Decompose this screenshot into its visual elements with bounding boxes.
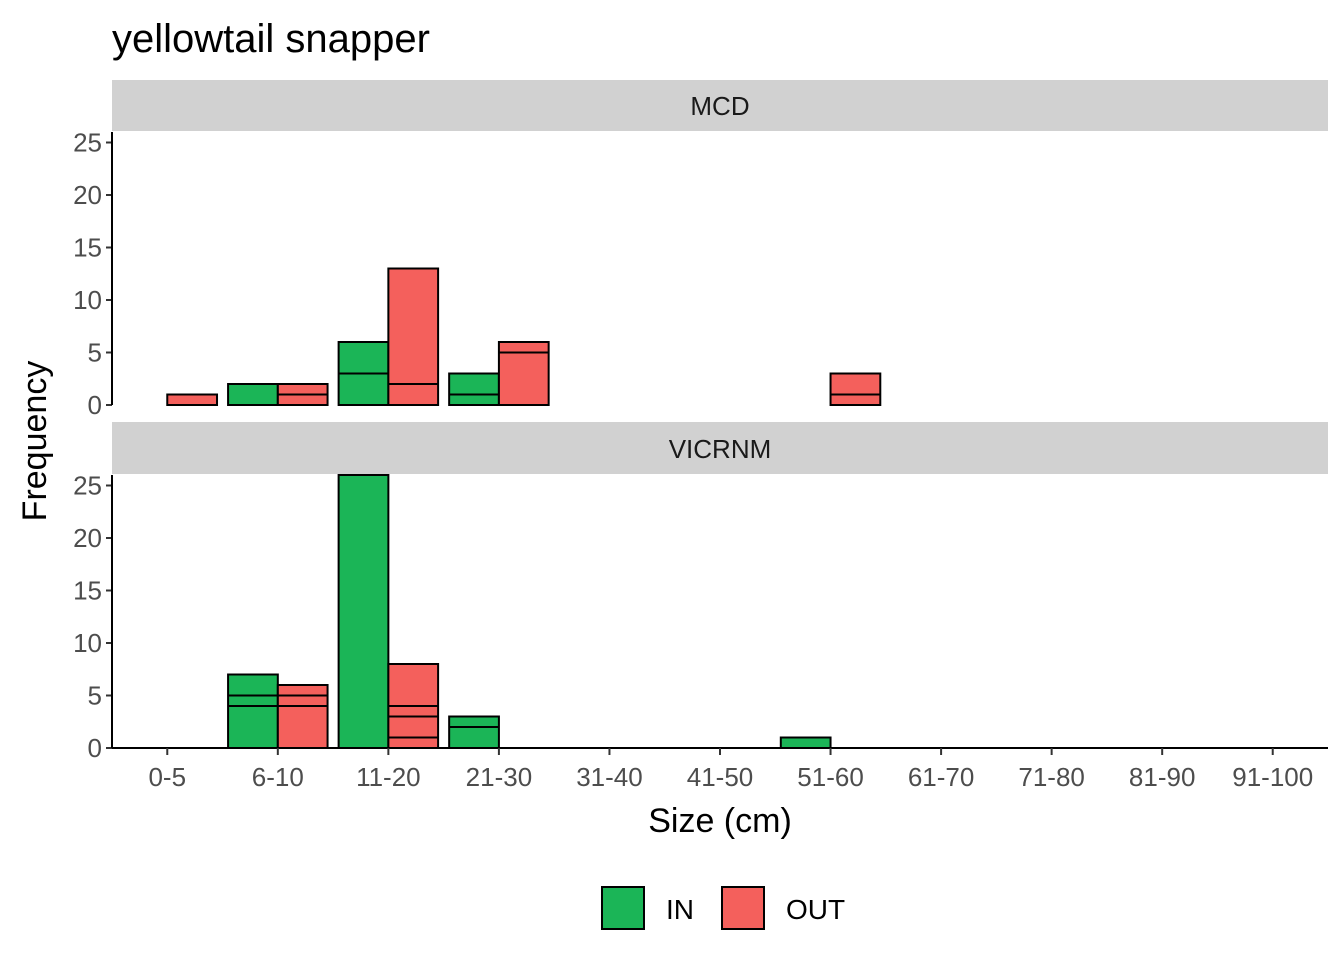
- facet-panel-mcd: MCD 0 5 10 15 20 25: [73, 80, 1328, 420]
- x-tick-label: 41-50: [687, 762, 754, 792]
- facet-strip-label: VICRNM: [669, 434, 772, 464]
- y-tick-label: 10: [73, 628, 102, 658]
- y-tick-label: 25: [73, 471, 102, 501]
- bars-group: [227, 474, 832, 749]
- x-tick-label: 6-10: [252, 762, 304, 792]
- facet-strip-background: [112, 422, 1328, 474]
- x-tick-label: 81-90: [1129, 762, 1196, 792]
- x-tick-label: 31-40: [576, 762, 643, 792]
- bar-mcd-in-21-30: [448, 372, 500, 406]
- y-axis-ticks: 0 5 10 15 20 25: [73, 471, 112, 763]
- facet-strip-background: [112, 80, 1328, 131]
- bar-mcd-in-6-10: [227, 383, 279, 406]
- bar-vicrnm-in-51-60: [779, 736, 832, 749]
- legend-label-out: OUT: [786, 894, 845, 925]
- chart-title: yellowtail snapper: [112, 17, 430, 61]
- bar-mcd-out-21-30: [497, 341, 550, 406]
- bars-group: [166, 267, 882, 406]
- x-tick-label: 51-60: [797, 762, 864, 792]
- bar-vicrnm-out-6-10: [276, 684, 329, 749]
- bar-vicrnm-in-21-30: [448, 715, 500, 749]
- legend-swatch-in: [601, 886, 645, 930]
- x-tick-label: 11-20: [356, 762, 421, 792]
- y-axis-label: Frequency: [16, 361, 54, 522]
- legend-label-in: IN: [666, 894, 694, 925]
- y-tick-label: 0: [88, 390, 102, 420]
- bar-vicrnm-in-6-10: [227, 673, 279, 749]
- y-tick-label: 5: [88, 338, 102, 368]
- y-tick-label: 20: [73, 523, 102, 553]
- facet-strip-label: MCD: [690, 91, 749, 121]
- y-tick-label: 10: [73, 285, 102, 315]
- x-tick-label: 71-80: [1018, 762, 1085, 792]
- y-tick-label: 20: [73, 180, 102, 210]
- bar-mcd-out-51-60: [829, 372, 882, 406]
- bar-mcd-out-0-5: [166, 393, 219, 406]
- y-tick-label: 25: [73, 128, 102, 158]
- x-axis-ticks: 0-5 6-10 11-20 21-30 31-40 41-50 51-60 61-70 71-…: [148, 748, 1313, 792]
- x-tick-label: 91-100: [1232, 762, 1313, 792]
- y-tick-label: 15: [73, 576, 102, 606]
- y-axis-ticks: 0 5 10 15 20 25: [73, 128, 112, 420]
- y-tick-label: 0: [88, 733, 102, 763]
- x-tick-label: 61-70: [908, 762, 975, 792]
- bar-vicrnm-in-11-20: [337, 474, 390, 749]
- y-tick-label: 15: [73, 233, 102, 263]
- bar-mcd-out-11-20: [387, 267, 440, 406]
- x-tick-label: 21-30: [466, 762, 533, 792]
- legend: IN OUT: [601, 886, 845, 930]
- x-tick-label: 0-5: [148, 762, 186, 792]
- legend-swatch-out: [721, 886, 765, 930]
- facet-panel-vicrnm: VICRNM 0 5 10 15 20 25: [73, 422, 1328, 763]
- y-tick-label: 5: [88, 681, 102, 711]
- x-axis-label: Size (cm): [648, 802, 792, 840]
